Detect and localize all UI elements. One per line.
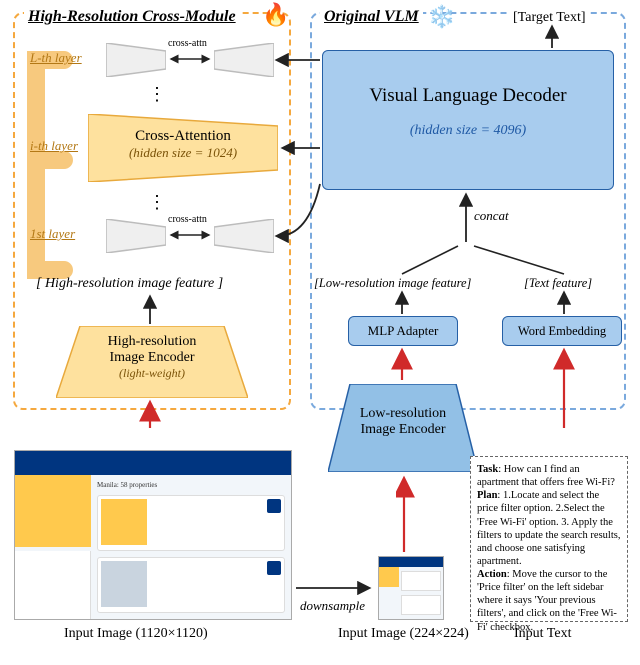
concat-label: concat <box>474 208 509 224</box>
input-text-box: Task: How can I find an apartment that o… <box>470 456 628 622</box>
word-embedding-box: Word Embedding <box>502 316 622 346</box>
plan-line: Plan: 1.Locate and select the price filt… <box>477 489 621 568</box>
low-encoder-l2: Image Encoder <box>328 422 478 438</box>
large-image-caption: Input Image (1120×1120) <box>64 626 208 642</box>
input-text-caption: Input Text <box>514 626 571 642</box>
decoder-arrows <box>8 8 640 428</box>
architecture-diagram: High-Resolution Cross-Module 🔥 L-th laye… <box>8 8 632 657</box>
low-encoder-trap: Low-resolution Image Encoder <box>328 384 478 472</box>
small-input-image <box>378 556 444 620</box>
mlp-adapter-box: MLP Adapter <box>348 316 458 346</box>
text-feature-label: [Text feature] <box>524 276 592 291</box>
small-image-caption: Input Image (224×224) <box>338 626 469 642</box>
small-img-arrow <box>396 474 416 556</box>
large-input-image: Manila: 58 properties <box>14 450 292 620</box>
word-embedding-label: Word Embedding <box>518 324 606 339</box>
action-line: Action: Move the cursor to the 'Price fi… <box>477 568 621 634</box>
action-label: Action <box>477 569 507 580</box>
low-feature-label: [Low-resolution image feature] <box>314 276 471 291</box>
mlp-adapter-label: MLP Adapter <box>368 323 439 339</box>
task-label: Task <box>477 464 498 475</box>
low-encoder-l1: Low-resolution <box>328 406 478 422</box>
plan-text: : 1.Locate and select the price filter o… <box>477 490 620 567</box>
downsample-arrow <box>294 578 376 598</box>
task-line: Task: How can I find an apartment that o… <box>477 463 621 489</box>
plan-label: Plan <box>477 490 497 501</box>
task-text: : How can I find an apartment that offer… <box>477 464 615 488</box>
downsample-label: downsample <box>300 598 365 614</box>
